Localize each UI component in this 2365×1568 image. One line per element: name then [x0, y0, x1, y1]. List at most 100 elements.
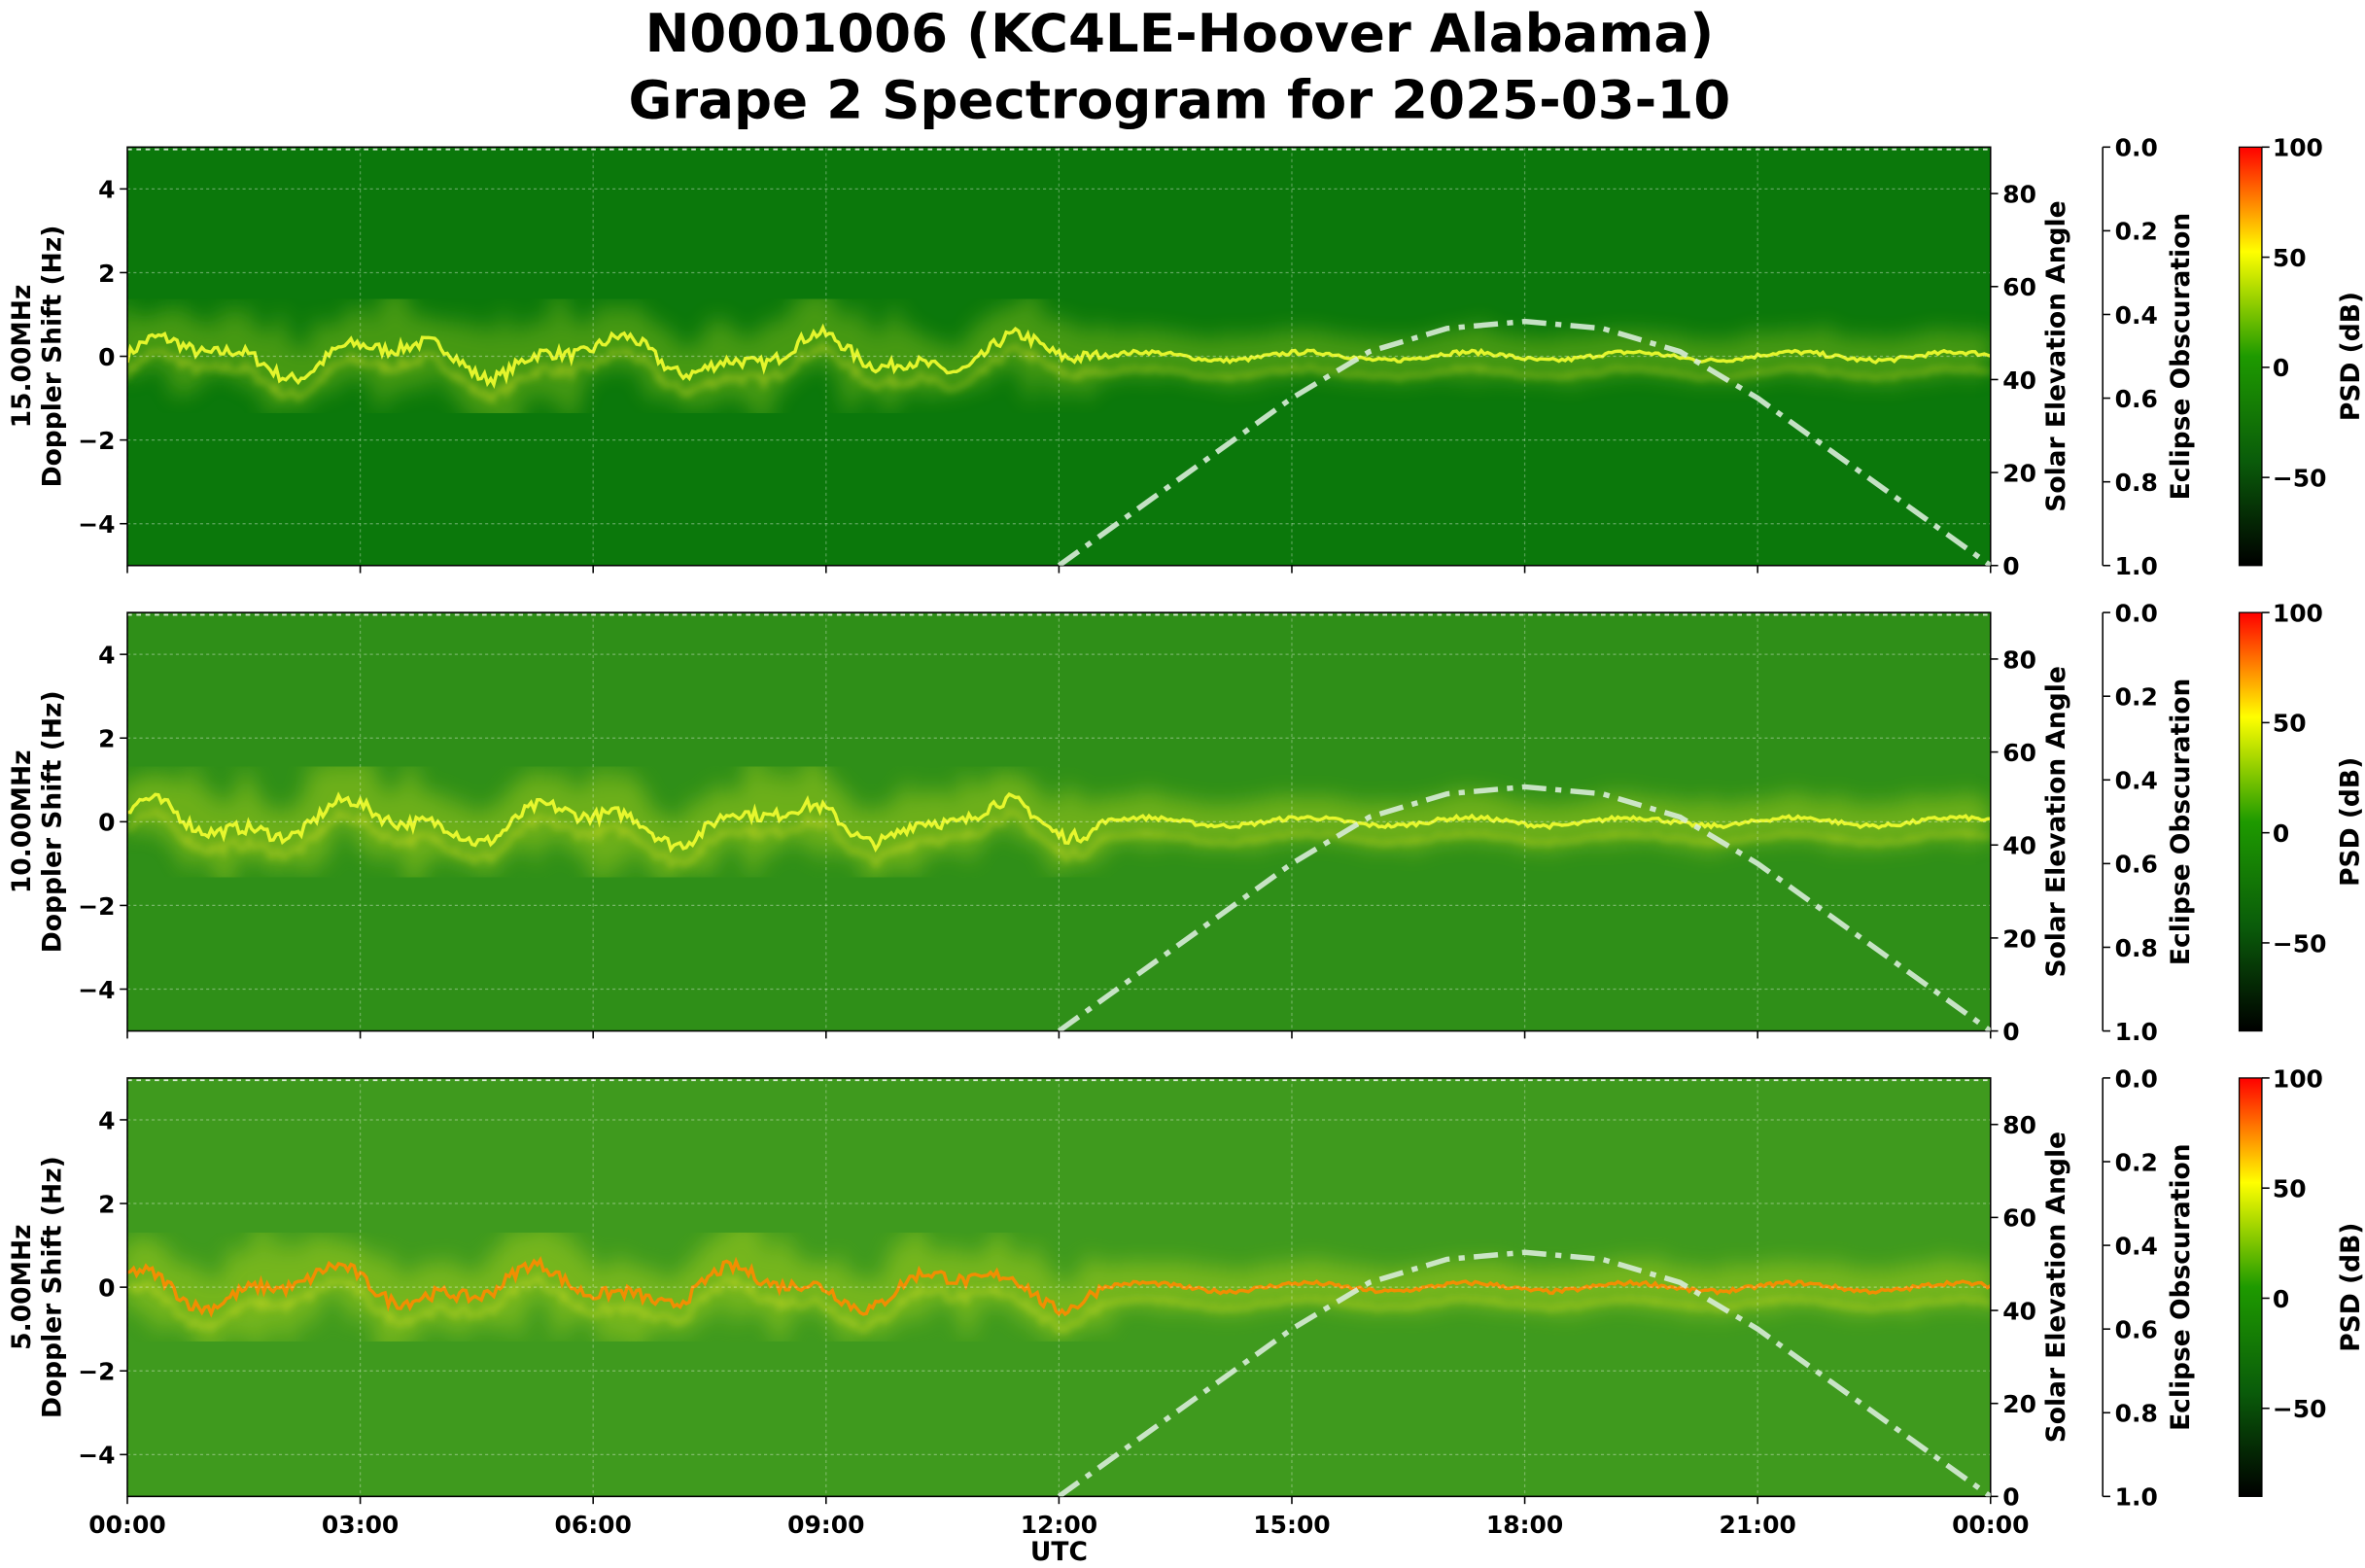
y3-tick-label: 0.6 — [2115, 1316, 2158, 1344]
y-tick-label: 4 — [98, 1106, 115, 1134]
colorbar-tick-label: 0 — [2273, 1285, 2289, 1313]
y3-tick-label: 0.2 — [2115, 218, 2158, 246]
y3-tick-label: 0.6 — [2115, 851, 2158, 879]
y3-axis-label: Eclipse Obscuration — [2166, 679, 2196, 966]
y3-tick-label: 0.2 — [2115, 683, 2158, 712]
solar-elevation-line — [1057, 318, 1991, 566]
y-tick-label: 0 — [98, 1273, 115, 1302]
y-tick-label: 0 — [98, 809, 115, 837]
x-tick-label: 09:00 — [787, 1511, 864, 1539]
y2-axis-label: Solar Elevation Angle — [2041, 200, 2071, 511]
y2-tick-label: 80 — [2002, 1111, 2036, 1139]
colorbar-tick-label: 100 — [2273, 1064, 2323, 1093]
y-axis-label: Doppler Shift (Hz) — [37, 1156, 67, 1418]
colorbar-tick-label: 50 — [2273, 1175, 2307, 1203]
colorbar-tick-label: −50 — [2273, 929, 2327, 958]
x-tick-label: 18:00 — [1486, 1511, 1563, 1539]
y3-tick-label: 0.0 — [2115, 134, 2158, 162]
y3-tick-label: 1.0 — [2115, 1483, 2158, 1512]
y-axis-label: 10.00MHz — [7, 749, 37, 893]
y-tick-label: −4 — [78, 1442, 115, 1470]
y3-tick-label: 0.4 — [2115, 301, 2158, 330]
y2-tick-label: 60 — [2002, 739, 2036, 767]
colorbar — [2238, 611, 2263, 1032]
colorbar-tick-label: −50 — [2273, 464, 2327, 492]
y-tick-label: −4 — [78, 976, 115, 1004]
texture-trace — [127, 1272, 1991, 1335]
y-tick-label: 4 — [98, 642, 115, 670]
x-tick-label: 03:00 — [322, 1511, 399, 1539]
texture-trace — [127, 1255, 1991, 1318]
colorbar-tick-label: −50 — [2273, 1395, 2327, 1423]
y-tick-label: −4 — [78, 510, 115, 539]
panel: −4 −2 0 2 4 15.00MHz Doppler Shift (Hz) 0 20 40 60… — [7, 134, 2365, 580]
y-tick-label: 2 — [98, 725, 115, 753]
y2-tick-label: 80 — [2002, 645, 2036, 674]
texture-trace — [127, 808, 1991, 870]
colorbar-tick-label: 100 — [2273, 599, 2323, 627]
spectrogram-texture — [127, 1204, 1991, 1378]
y2-tick-label: 40 — [2002, 1297, 2036, 1325]
title-line: Grape 2 Spectrogram for 2025-03-10 — [628, 69, 1730, 131]
y2-axis-label: Solar Elevation Angle — [2041, 1132, 2071, 1443]
x-tick-label: 06:00 — [555, 1511, 632, 1539]
y3-tick-label: 0.0 — [2115, 599, 2158, 627]
y-tick-label: 4 — [98, 176, 115, 204]
colorbar — [2238, 1077, 2263, 1497]
colorbar-tick-label: 50 — [2273, 244, 2307, 272]
y-axis-label: 15.00MHz — [7, 285, 37, 429]
x-tick-label: 21:00 — [1719, 1511, 1795, 1539]
y-tick-label: −2 — [78, 892, 115, 921]
colorbar-label: PSD (dB) — [2336, 292, 2365, 421]
y-axis-label: Doppler Shift (Hz) — [37, 690, 67, 953]
y-tick-label: −2 — [78, 427, 115, 455]
y2-axis-label: Solar Elevation Angle — [2041, 666, 2071, 977]
y2-tick-label: 80 — [2002, 180, 2036, 208]
colorbar-tick-label: 0 — [2273, 819, 2289, 848]
y3-axis-label: Eclipse Obscuration — [2166, 213, 2196, 501]
colorbar-tick-label: 100 — [2273, 134, 2323, 162]
y-axis-label: 5.00MHz — [7, 1224, 37, 1349]
y3-tick-label: 0.0 — [2115, 1064, 2158, 1093]
y-tick-label: 2 — [98, 260, 115, 288]
y2-tick-label: 60 — [2002, 273, 2036, 301]
colorbar-label: PSD (dB) — [2336, 1223, 2365, 1352]
panel: −4 −2 0 2 4 10.00MHz Doppler Shift (Hz) 0 20 40 60… — [7, 599, 2365, 1045]
x-axis-label: UTC — [1030, 1537, 1088, 1567]
y2-tick-label: 20 — [2002, 924, 2036, 953]
solar-elevation-line — [1057, 784, 1991, 1031]
y3-tick-label: 1.0 — [2115, 552, 2158, 580]
colorbar-tick-label: 0 — [2273, 354, 2289, 382]
texture-trace — [127, 323, 1991, 390]
panel: −4 −2 0 2 4 00:00 03:00 06:00 09:00 12:00 15:00 18:… — [7, 1064, 2365, 1567]
y3-tick-label: 0.8 — [2115, 469, 2158, 497]
y2-tick-label: 0 — [2002, 552, 2019, 580]
y3-tick-label: 1.0 — [2115, 1018, 2158, 1046]
y-tick-label: 2 — [98, 1190, 115, 1218]
spectrogram-texture — [127, 737, 1991, 902]
y2-tick-label: 60 — [2002, 1204, 2036, 1233]
y3-tick-label: 0.6 — [2115, 385, 2158, 413]
colorbar-tick-label: 50 — [2273, 710, 2307, 738]
colorbar — [2238, 146, 2263, 567]
y2-tick-label: 20 — [2002, 1390, 2036, 1418]
y-axis-label: Doppler Shift (Hz) — [37, 226, 67, 488]
y2-tick-label: 40 — [2002, 366, 2036, 395]
y3-axis-label: Eclipse Obscuration — [2166, 1143, 2196, 1431]
y2-tick-label: 20 — [2002, 459, 2036, 487]
y3-tick-label: 0.8 — [2115, 934, 2158, 962]
y-tick-label: 0 — [98, 343, 115, 371]
title-line: N0001006 (KC4LE-Hoover Alabama) — [645, 2, 1715, 64]
x-tick-label: 12:00 — [1021, 1511, 1097, 1539]
x-tick-label: 00:00 — [88, 1511, 165, 1539]
y-tick-label: −2 — [78, 1358, 115, 1386]
y3-tick-label: 0.2 — [2115, 1148, 2158, 1176]
y3-tick-label: 0.8 — [2115, 1400, 2158, 1428]
texture-trace — [127, 340, 1991, 405]
y2-tick-label: 0 — [2002, 1483, 2019, 1512]
solar-elevation-line — [1057, 1249, 1991, 1497]
x-tick-label: 00:00 — [1952, 1511, 2029, 1539]
x-tick-label: 15:00 — [1253, 1511, 1330, 1539]
